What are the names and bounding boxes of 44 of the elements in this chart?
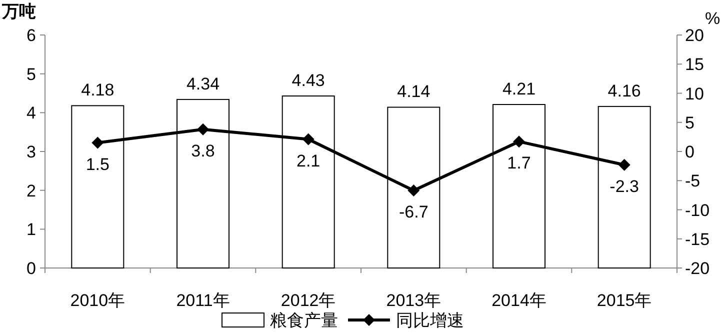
point — [408, 184, 420, 197]
y2-tick-label: 10 — [685, 84, 704, 104]
point — [513, 136, 525, 148]
data-label: 4.16 — [608, 81, 641, 100]
y-tick-label: 3 — [26, 142, 36, 162]
y-tick-label: 0 — [26, 259, 36, 278]
data-label: 3.8 — [191, 141, 215, 160]
y2-tick-label: -5 — [685, 172, 700, 191]
data-label: 2.1 — [296, 151, 320, 170]
data-label: 1.7 — [507, 154, 531, 173]
legend-label: 同比增速 — [396, 311, 464, 330]
x-tick-label: 2012年 — [280, 291, 336, 310]
y2-tick-label: 0 — [685, 142, 694, 162]
x-tick-label: 2013年 — [386, 291, 442, 310]
data-label: -6.7 — [399, 202, 428, 222]
data-label: 4.14 — [397, 82, 430, 102]
y2-tick-label: 20 — [685, 26, 704, 45]
y-tick-label: 6 — [26, 26, 36, 45]
data-label: 4.34 — [186, 74, 220, 94]
y2-tick-label: -10 — [685, 200, 710, 220]
x-tick-label: 2014年 — [492, 291, 546, 310]
point — [197, 123, 209, 136]
y2-tick-label: -15 — [685, 230, 710, 249]
data-label: -2.3 — [610, 176, 639, 196]
point — [302, 133, 314, 146]
data-label: 4.43 — [292, 70, 325, 90]
y2-tick-label: -20 — [685, 259, 710, 278]
data-label: 1.5 — [86, 154, 110, 174]
x-tick-label: 2011年 — [176, 291, 230, 310]
y-tick-label: 2 — [26, 181, 36, 200]
y-tick-label: 1 — [26, 220, 36, 240]
y2-tick-label: 5 — [685, 113, 694, 132]
data-label: 4.21 — [502, 80, 536, 99]
y2-axis-title: % — [705, 9, 720, 28]
x-tick-label: 2010年 — [70, 291, 126, 310]
y-tick-label: 5 — [26, 64, 36, 84]
x-tick-label: 2015年 — [596, 291, 652, 310]
y2-tick-label: 15 — [685, 55, 704, 74]
point — [92, 136, 104, 149]
y-tick-label: 4 — [26, 104, 36, 123]
y-axis-title: 万吨 — [1, 2, 36, 21]
legend-label: 粮食产量 — [270, 311, 338, 330]
point — [618, 158, 630, 171]
data-label: 4.18 — [81, 80, 114, 100]
